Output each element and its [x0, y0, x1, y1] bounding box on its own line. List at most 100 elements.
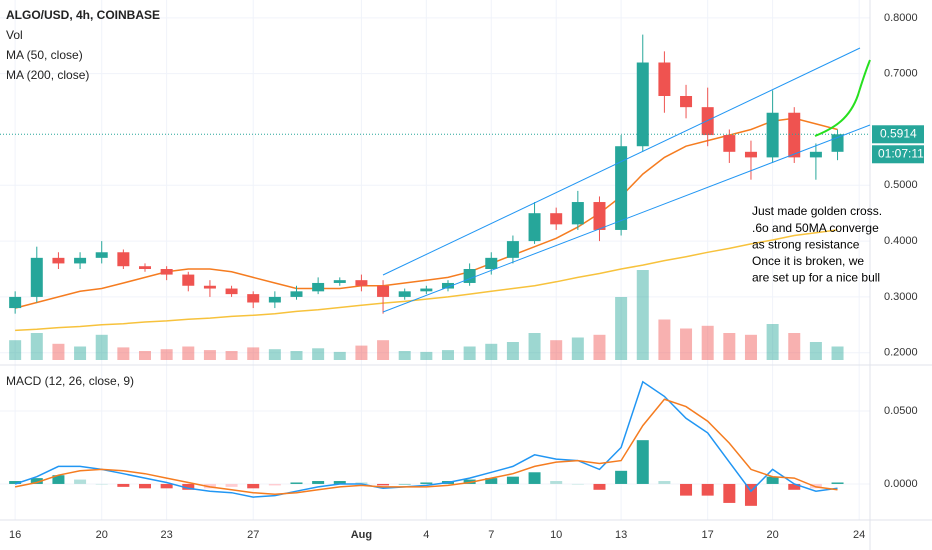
x-tick-label: 17: [702, 529, 714, 541]
y-tick-label: 0.4000: [884, 235, 918, 247]
annotation-line: are set up for a nice bull: [752, 271, 880, 285]
histogram-bar: [766, 476, 779, 484]
price-label-bg: [872, 125, 924, 144]
volume-bar: [74, 346, 87, 360]
histogram-bar: [420, 482, 433, 484]
histogram-bar: [377, 483, 390, 486]
histogram-bar: [831, 482, 844, 484]
annotation-line: Just made golden cross.: [752, 204, 882, 218]
volume-bar: [680, 328, 693, 360]
line-series: [14, 398, 838, 495]
candle-body: [203, 285, 216, 289]
x-tick-label: 13: [615, 529, 627, 541]
histogram-bar: [203, 483, 216, 489]
candle-body: [30, 257, 43, 297]
annotation-line: as strong resistance: [752, 237, 860, 251]
volume-bar: [550, 340, 563, 360]
candle-body: [550, 213, 563, 225]
y-tick-label: 0.5000: [884, 179, 918, 191]
histogram-bar: [52, 475, 65, 484]
volume-bar: [788, 333, 801, 360]
candle-body: [831, 134, 844, 152]
line-series: [14, 117, 838, 309]
y-tick-label: 0.8000: [884, 12, 918, 24]
candle-body: [377, 285, 390, 297]
x-tick-label: 20: [96, 529, 108, 541]
chart-title: ALGO/USD, 4h, COINBASE: [6, 8, 160, 22]
candle-body: [441, 282, 454, 289]
candle-body: [420, 288, 433, 292]
volume-bar: [463, 346, 476, 360]
histogram-bar: [528, 472, 541, 484]
histogram-bar: [680, 483, 693, 496]
histogram-bar: [268, 483, 281, 486]
histogram-bar: [333, 481, 346, 484]
x-tick-label: Aug: [351, 529, 372, 541]
volume-bar: [182, 346, 195, 360]
x-tick-label: 20: [766, 529, 778, 541]
volume-bar: [485, 343, 498, 360]
histogram-bar: [506, 476, 519, 484]
volume-bar: [290, 351, 303, 360]
countdown: 01:07:11: [878, 146, 924, 160]
histogram-bar: [593, 483, 606, 490]
candle-body: [593, 202, 606, 230]
histogram-bar: [225, 483, 238, 487]
histogram-bar: [312, 481, 325, 484]
histogram-bar: [355, 482, 368, 484]
histogram-bar: [550, 481, 563, 484]
candle-body: [160, 269, 173, 275]
candle-body: [225, 288, 238, 295]
candle-body: [268, 296, 281, 303]
volume-bar: [355, 345, 368, 360]
trend-line: [382, 47, 861, 276]
price-label: 0.5914: [880, 126, 917, 140]
volume-bar: [312, 348, 325, 360]
y-tick-label: 0.3000: [884, 291, 918, 303]
panel-title: MACD (12, 26, close, 9): [6, 374, 134, 388]
x-tick-label: 16: [9, 529, 21, 541]
drawn-curve: [814, 59, 871, 137]
annotation: Just made golden cross. .6o and 50MA conv…: [752, 204, 882, 284]
histogram-bar: [398, 483, 411, 485]
candle-body: [333, 280, 346, 283]
volume-bar: [658, 319, 671, 360]
candle-body: [680, 95, 693, 108]
histogram-bar: [30, 478, 43, 484]
candle-body: [52, 257, 65, 264]
candle-body: [636, 62, 649, 147]
candle-body: [701, 107, 714, 136]
candle-body: [9, 296, 22, 309]
volume-bar: [203, 350, 216, 360]
histogram-bar: [701, 483, 714, 496]
candle-body: [312, 282, 325, 292]
histogram-bar: [744, 483, 757, 506]
candle-body: [615, 146, 628, 230]
volume-bar: [615, 297, 628, 360]
volume-bar: [636, 270, 649, 360]
volume-bar: [744, 334, 757, 360]
histogram-bar: [290, 482, 303, 484]
candle-body: [528, 213, 541, 242]
candle-body: [485, 257, 498, 270]
volume-bar: [247, 347, 260, 360]
x-tick-label: 4: [423, 529, 429, 541]
grid: [0, 0, 870, 520]
annotation-line: .6o and 50MA converge: [752, 221, 879, 235]
countdown-bg: [872, 145, 924, 164]
histogram-bar: [160, 483, 173, 489]
annotation-line: Once it is broken, we: [752, 254, 864, 268]
histogram-bar: [615, 470, 628, 484]
x-tick-label: 24: [853, 529, 865, 541]
volume-bar: [225, 351, 238, 360]
candle-body: [182, 274, 195, 286]
x-tick-label: 10: [550, 529, 562, 541]
volume-bar: [701, 325, 714, 360]
plot: 0.2000 0.3000 0.4000 0.5000 0.7000 0.8000 0.00…: [0, 12, 918, 541]
candle-body: [95, 252, 108, 258]
volume-bar: [95, 334, 108, 360]
volume-bar: [723, 333, 736, 360]
histogram-bar: [95, 483, 108, 485]
legend-entry: MA (200, close): [6, 68, 89, 82]
volume-bar: [831, 346, 844, 360]
